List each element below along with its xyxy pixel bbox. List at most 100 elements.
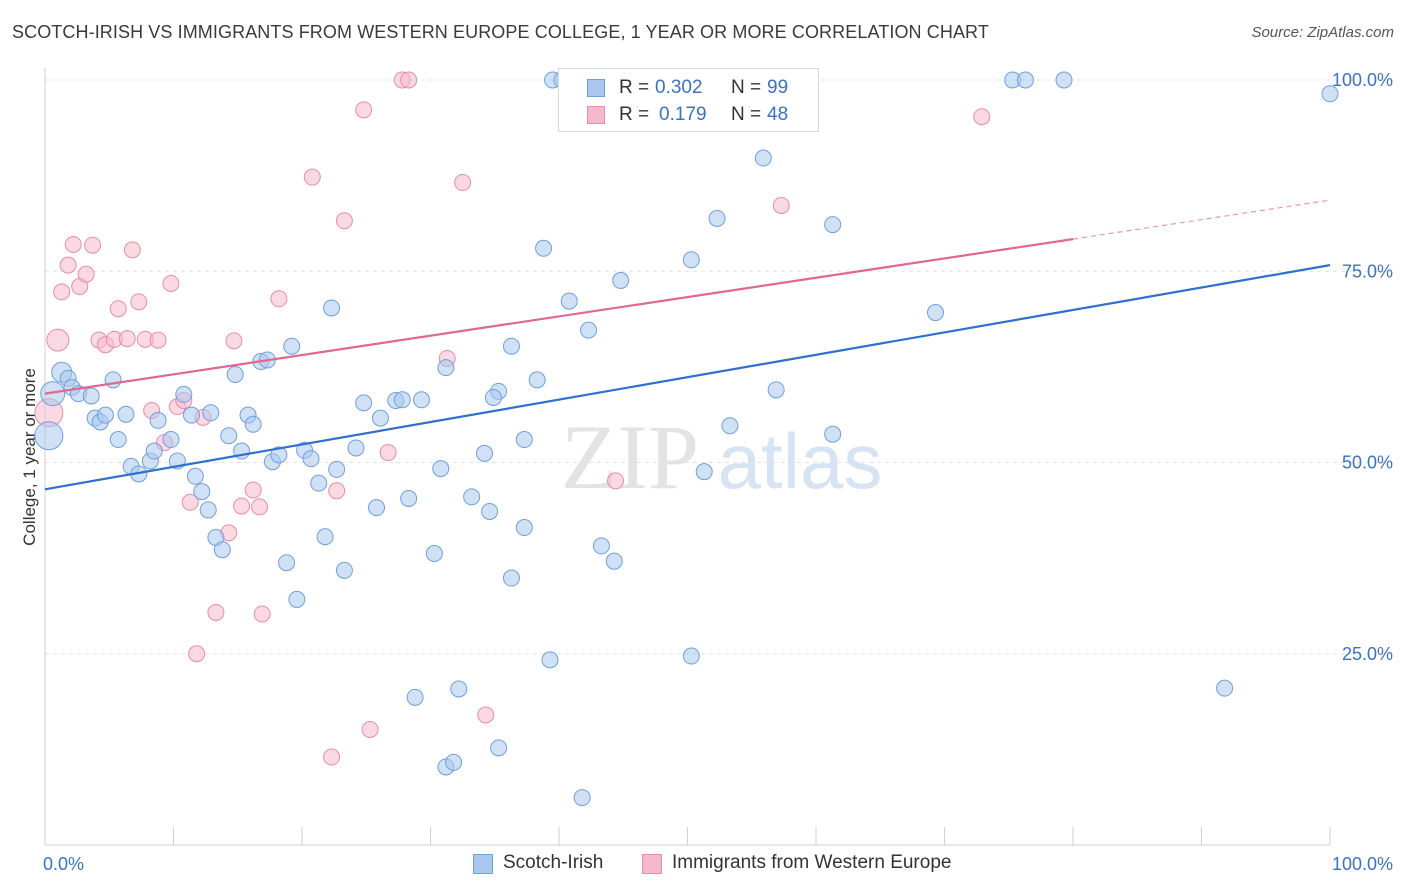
trend-lines — [44, 199, 1331, 491]
data-point-scotch-irish — [432, 460, 450, 478]
data-point-scotch-irish — [371, 409, 389, 427]
data-point-scotch-irish — [96, 406, 114, 424]
data-point-scotch-irish — [580, 321, 598, 339]
data-point-immigrants — [270, 290, 288, 308]
data-point-scotch-irish — [104, 371, 122, 389]
data-point-scotch-irish — [186, 467, 204, 485]
correlation-legend: R = 0.302 N = 99 R = 0.179 N = 48 — [558, 68, 819, 132]
data-point-scotch-irish — [278, 554, 296, 572]
legend-r-label: R = — [619, 104, 650, 125]
data-point-immigrants — [118, 330, 136, 348]
data-point-scotch-irish — [283, 337, 301, 355]
data-point-immigrants — [181, 493, 199, 511]
data-point-immigrants — [244, 481, 262, 499]
data-point-scotch-irish — [244, 415, 262, 433]
data-point-immigrants — [130, 293, 148, 311]
data-point-scotch-irish — [40, 381, 66, 407]
data-point-immigrants — [233, 497, 251, 515]
data-point-scotch-irish — [754, 149, 772, 167]
data-point-scotch-irish — [515, 431, 533, 449]
legend-r-value: 0.179 — [659, 104, 707, 125]
y-tick-label: 25.0% — [1342, 644, 1393, 664]
data-point-scotch-irish — [193, 483, 211, 501]
data-point-immigrants — [251, 498, 269, 516]
data-point-scotch-irish — [335, 561, 353, 579]
trend-line-immigrants — [44, 238, 1074, 395]
trend-line-scotch-irish — [44, 264, 1331, 491]
data-point-scotch-irish — [82, 387, 100, 405]
data-point-scotch-irish — [502, 337, 520, 355]
data-point-scotch-irish — [824, 425, 842, 443]
data-point-immigrants — [973, 108, 991, 126]
data-point-scotch-irish — [316, 528, 334, 546]
data-point-scotch-irish — [34, 421, 64, 451]
data-point-immigrants — [323, 748, 341, 766]
data-point-scotch-irish — [406, 688, 424, 706]
data-point-scotch-irish — [475, 444, 493, 462]
data-point-immigrants — [149, 331, 167, 349]
bottom-legend-swatch-blue — [473, 854, 493, 874]
data-point-immigrants — [64, 235, 82, 253]
data-point-immigrants — [162, 274, 180, 292]
data-point-scotch-irish — [368, 499, 386, 517]
data-point-scotch-irish — [1321, 85, 1339, 103]
x-tick-label: 0.0% — [43, 854, 84, 874]
data-point-scotch-irish — [481, 502, 499, 520]
data-point-scotch-irish — [490, 739, 508, 757]
tick-labels: 25.0% 50.0% 75.0% 100.0% 0.0% 100.0% — [43, 70, 1393, 874]
x-tick-label: 100.0% — [1332, 854, 1393, 874]
legend-n-label: N = — [731, 104, 762, 125]
chart-title: SCOTCH-IRISH VS IMMIGRANTS FROM WESTERN … — [12, 22, 989, 42]
bottom-legend-label: Immigrants from Western Europe — [672, 852, 952, 873]
data-point-scotch-irish — [1216, 679, 1234, 697]
data-point-immigrants — [772, 196, 790, 214]
data-point-scotch-irish — [560, 292, 578, 310]
data-point-scotch-irish — [1055, 71, 1073, 89]
data-point-scotch-irish — [347, 439, 365, 457]
source-label: Source: ZipAtlas.com — [1251, 24, 1394, 41]
data-point-scotch-irish — [162, 431, 180, 449]
data-point-immigrants — [454, 174, 472, 192]
data-point-scotch-irish — [502, 569, 520, 587]
legend-r-value: 0.302 — [655, 77, 703, 98]
data-point-scotch-irish — [515, 519, 533, 537]
data-point-scotch-irish — [145, 442, 163, 460]
legend-n-value: 99 — [767, 77, 789, 98]
data-point-immigrants — [477, 706, 495, 724]
data-point-immigrants — [253, 605, 271, 623]
axes — [44, 68, 1331, 846]
data-point-scotch-irish — [413, 391, 431, 409]
data-point-scotch-irish — [437, 359, 455, 377]
data-point-scotch-irish — [288, 590, 306, 608]
data-point-immigrants — [207, 603, 225, 621]
data-point-scotch-irish — [541, 651, 559, 669]
data-point-immigrants — [355, 101, 373, 119]
trend-line-immigrants-extension — [1072, 199, 1331, 240]
data-point-immigrants — [303, 168, 321, 186]
data-point-scotch-irish — [182, 406, 200, 424]
data-point-scotch-irish — [767, 381, 785, 399]
watermark-zip: ZIP — [561, 406, 699, 508]
bottom-legend-label: Scotch-Irish — [503, 852, 604, 873]
data-point-scotch-irish — [109, 431, 127, 449]
data-point-scotch-irish — [425, 545, 443, 563]
data-point-scotch-irish — [175, 385, 193, 403]
data-point-scotch-irish — [310, 474, 328, 492]
data-point-scotch-irish — [682, 647, 700, 665]
data-point-immigrants — [46, 328, 70, 352]
bottom-legend-swatch-pink — [642, 854, 662, 874]
data-point-scotch-irish — [927, 304, 945, 322]
legend-swatch-pink — [587, 106, 605, 124]
data-point-scotch-irish — [400, 489, 418, 507]
data-point-immigrants — [53, 283, 71, 301]
legend-swatch-blue — [587, 79, 605, 97]
data-point-scotch-irish — [226, 366, 244, 384]
data-point-scotch-irish — [708, 209, 726, 227]
data-point-scotch-irish — [202, 404, 220, 422]
grid-lines — [45, 79, 1392, 655]
legend-n-label: N = — [731, 77, 762, 98]
y-tick-label: 75.0% — [1342, 261, 1393, 281]
data-point-scotch-irish — [450, 680, 468, 698]
data-point-scotch-irish — [824, 216, 842, 234]
